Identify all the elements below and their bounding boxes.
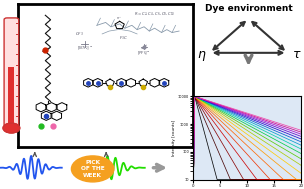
Text: $R=C_2,C_4,C_6,C_8,C_{10}$: $R=C_2,C_4,C_6,C_8,C_{10}$ bbox=[134, 10, 175, 18]
Y-axis label: Intensity [counts]: Intensity [counts] bbox=[172, 120, 176, 156]
Text: $CF_3$: $CF_3$ bbox=[75, 30, 84, 38]
Text: τ: τ bbox=[292, 48, 300, 61]
Text: $[NTf_2]^-$: $[NTf_2]^-$ bbox=[77, 45, 93, 52]
Text: $[PF_6]^-$: $[PF_6]^-$ bbox=[137, 50, 151, 57]
Text: η: η bbox=[197, 48, 205, 61]
Text: PICK
OF THE
WEEK: PICK OF THE WEEK bbox=[81, 160, 105, 178]
Text: $n^+$: $n^+$ bbox=[116, 14, 123, 22]
Text: Dye environment: Dye environment bbox=[205, 4, 292, 13]
FancyBboxPatch shape bbox=[4, 18, 19, 126]
Text: $F_3C$: $F_3C$ bbox=[119, 35, 128, 42]
Circle shape bbox=[3, 123, 20, 133]
FancyBboxPatch shape bbox=[9, 67, 14, 123]
Circle shape bbox=[71, 156, 114, 182]
